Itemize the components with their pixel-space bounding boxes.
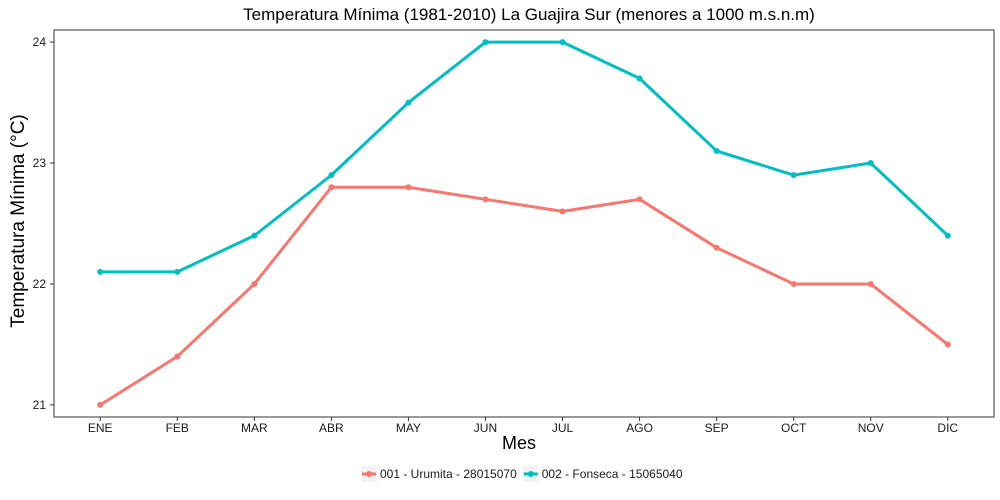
data-point — [713, 147, 720, 154]
data-point — [328, 184, 335, 191]
data-point — [482, 196, 489, 203]
y-tick-label: 21 — [33, 398, 47, 412]
x-tick-label: OCT — [781, 421, 807, 435]
series-line — [98, 40, 950, 274]
legend-item: 001 - Urumita - 28015070 — [361, 466, 517, 482]
data-point — [944, 232, 951, 239]
x-axis-title: Mes — [502, 433, 536, 453]
x-tick-label: SEP — [705, 421, 729, 435]
x-axis: ENE FEB MAR ABR MAY JUN JUL AGO SEP OCT NOV DIC — [88, 417, 958, 435]
series-1 — [97, 184, 951, 408]
data-point — [97, 268, 104, 275]
data-point — [251, 280, 258, 287]
y-axis: 21 22 23 24 — [33, 35, 54, 412]
data-point — [559, 39, 566, 46]
x-tick-label: DIC — [937, 421, 958, 435]
x-tick-label: NOV — [858, 421, 884, 435]
series-line — [98, 185, 950, 407]
data-point — [328, 172, 335, 179]
x-tick-label: FEB — [166, 421, 189, 435]
data-point — [636, 75, 643, 82]
legend-key-point — [366, 471, 372, 477]
legend-label: 001 - Urumita - 28015070 — [380, 467, 517, 481]
chart-title: Temperatura Mínima (1981-2010) La Guajir… — [243, 5, 815, 24]
data-point — [944, 341, 951, 348]
data-point — [790, 172, 797, 179]
data-point — [251, 232, 258, 239]
y-axis-title: Temperatura Mínima (°C) — [8, 114, 29, 327]
data-point — [482, 39, 489, 46]
legend-item: 002 - Fonseca - 15065040 — [522, 466, 683, 482]
x-tick-label: ABR — [319, 421, 344, 435]
x-tick-label: AGO — [626, 421, 653, 435]
series-2 — [97, 39, 951, 275]
data-point — [636, 196, 643, 203]
x-tick-label: JUL — [552, 421, 574, 435]
data-point — [867, 160, 874, 167]
data-point — [790, 280, 797, 287]
plot-panel — [53, 29, 995, 418]
y-tick-label: 23 — [33, 156, 47, 170]
legend: 001 - Urumita - 28015070 002 - Fonseca - … — [361, 466, 683, 482]
data-point — [174, 353, 181, 360]
data-point — [97, 401, 104, 408]
data-point — [559, 208, 566, 215]
series-layer — [97, 39, 951, 408]
legend-label: 002 - Fonseca - 15065040 — [542, 467, 683, 481]
data-point — [405, 184, 412, 191]
legend-key-point — [527, 471, 534, 477]
data-point — [405, 99, 412, 106]
x-tick-label: JUN — [474, 421, 497, 435]
data-point — [713, 244, 720, 251]
x-tick-label: ENE — [88, 421, 113, 435]
data-point — [867, 280, 874, 287]
x-tick-label: MAR — [241, 421, 268, 435]
y-tick-label: 22 — [33, 277, 47, 291]
y-tick-label: 24 — [33, 35, 47, 49]
x-tick-label: MAY — [396, 421, 421, 435]
data-point — [174, 268, 181, 275]
